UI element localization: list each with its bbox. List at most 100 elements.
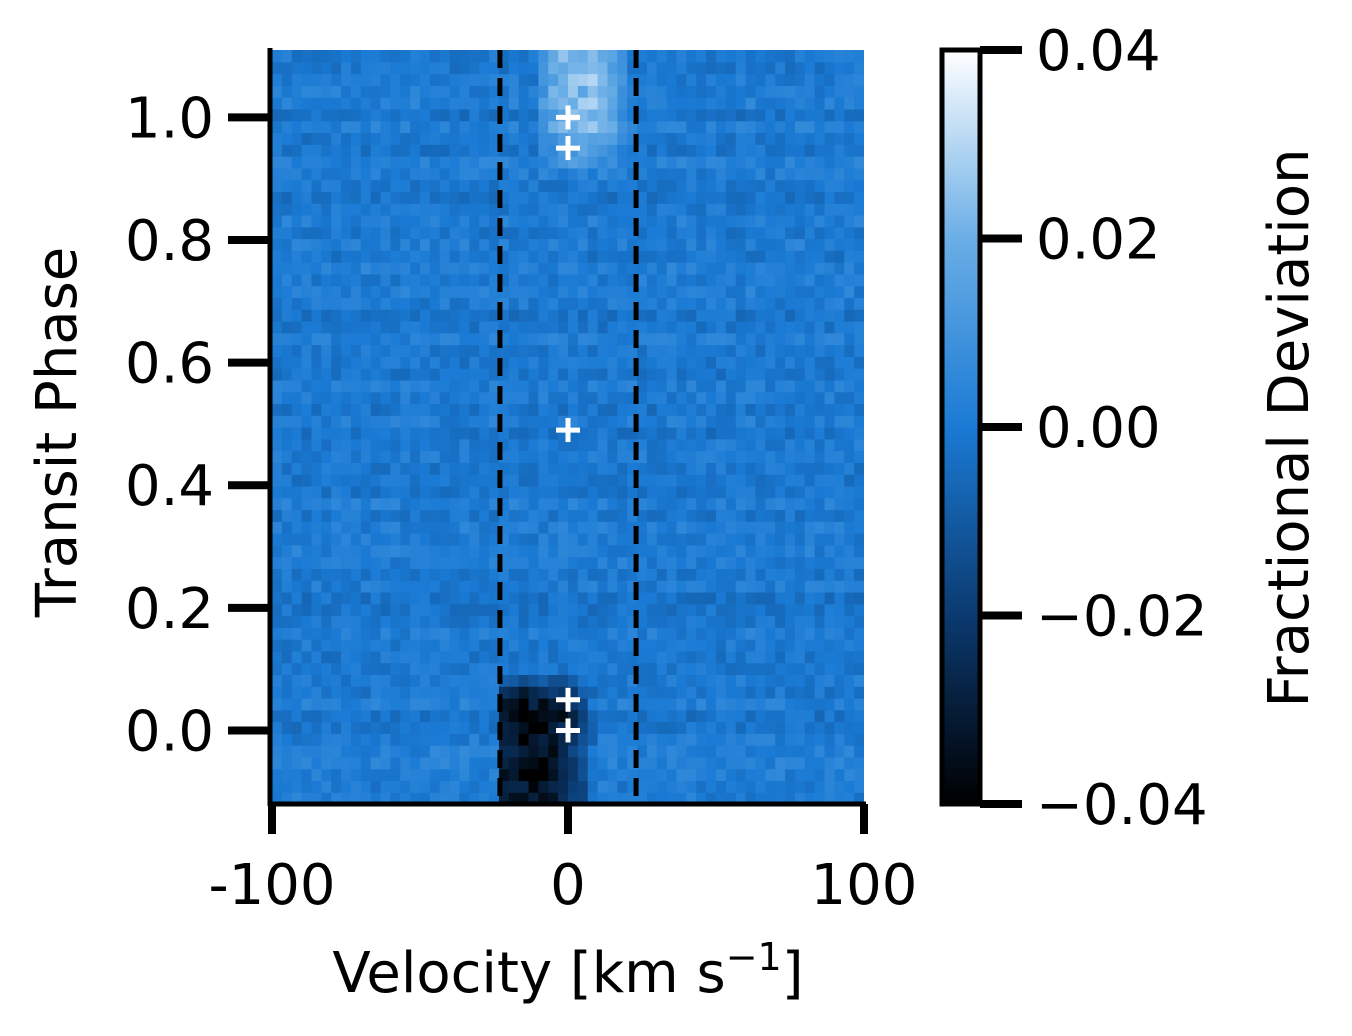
heatmap-cell [400, 226, 411, 240]
heatmap-cell [656, 368, 668, 381]
heatmap-cell [597, 226, 609, 240]
heatmap-cell [785, 156, 796, 169]
heatmap-cell [331, 262, 342, 275]
heatmap-cell [844, 462, 855, 475]
heatmap-cell [528, 615, 539, 628]
heatmap-cell [301, 756, 313, 770]
heatmap-cell [854, 674, 864, 687]
heatmap-cell [637, 544, 648, 558]
heatmap-cell [360, 721, 372, 734]
heatmap-cell [587, 686, 599, 699]
heatmap-cell [775, 344, 786, 357]
heatmap-cell [508, 226, 520, 240]
heatmap-cell [301, 438, 313, 452]
heatmap-cell [706, 50, 717, 63]
heatmap-cell [400, 238, 411, 251]
heatmap-cell [528, 733, 539, 746]
heatmap-cell [459, 674, 470, 687]
heatmap-cell [646, 97, 658, 110]
heatmap-cell [755, 85, 766, 98]
heatmap-cell [735, 191, 747, 204]
y-axis-label: Transit Phase [25, 247, 90, 619]
heatmap-cell [459, 320, 470, 334]
heatmap-cell [706, 780, 717, 793]
heatmap-cell [568, 262, 579, 275]
heatmap-cell [548, 733, 559, 746]
heatmap-cell [568, 745, 579, 758]
heatmap-cell [449, 709, 461, 723]
heatmap-cell [528, 556, 539, 569]
heatmap-cell [370, 297, 382, 310]
heatmap-cell [587, 144, 599, 157]
heatmap-cell [558, 320, 569, 334]
heatmap-cell [498, 603, 510, 617]
heatmap-cell [370, 250, 382, 263]
heatmap-cell [735, 674, 747, 687]
heatmap-cell [716, 203, 727, 216]
heatmap-cell [538, 297, 549, 310]
heatmap-cell [686, 403, 697, 416]
heatmap-cell [646, 120, 658, 134]
heatmap-cell [587, 615, 599, 628]
heatmap-cell [617, 415, 628, 428]
heatmap-cell [459, 521, 470, 534]
heatmap-cell [538, 144, 549, 157]
heatmap-cell [577, 580, 589, 593]
heatmap-cell [794, 721, 806, 734]
heatmap-cell [400, 273, 411, 287]
heatmap-cell [646, 485, 658, 499]
heatmap-cell [765, 391, 776, 405]
heatmap-cell [548, 474, 559, 487]
heatmap-cell [646, 521, 658, 534]
heatmap-cell [706, 297, 717, 310]
heatmap-cell [794, 262, 806, 275]
heatmap-cell [508, 427, 520, 440]
heatmap-cell [785, 568, 796, 581]
heatmap-cell [272, 627, 283, 640]
heatmap-cell [785, 61, 796, 75]
heatmap-cell [676, 721, 687, 734]
heatmap-cell [785, 615, 796, 628]
heatmap-cell [587, 521, 599, 534]
heatmap-cell [410, 156, 421, 169]
heatmap-cell [686, 485, 697, 499]
heatmap-cell [785, 580, 796, 593]
heatmap-cell [400, 697, 411, 711]
heatmap-cell [686, 179, 697, 192]
heatmap-cell [854, 485, 864, 499]
heatmap-cell [735, 85, 747, 98]
heatmap-cell [538, 415, 549, 428]
heatmap-cell [794, 214, 806, 228]
heatmap-cell [291, 226, 303, 240]
heatmap-cell [291, 191, 303, 204]
heatmap-cell [775, 203, 786, 216]
heatmap-cell [449, 214, 461, 228]
heatmap-cell [765, 379, 776, 393]
heatmap-cell [410, 108, 421, 122]
heatmap-cells [272, 50, 864, 804]
heatmap-cell [400, 73, 411, 86]
heatmap-cell [745, 662, 757, 676]
heatmap-cell [775, 497, 786, 511]
heatmap-cell [804, 603, 816, 617]
heatmap-cell [439, 591, 451, 605]
heatmap-cell [804, 591, 816, 605]
heatmap-cell [311, 462, 322, 475]
heatmap-cell [331, 733, 342, 746]
heatmap-cell [646, 368, 658, 381]
heatmap-cell [281, 580, 293, 593]
heatmap-cell [597, 521, 609, 534]
heatmap-cell [765, 792, 776, 804]
heatmap-cell [281, 226, 293, 240]
heatmap-cell [538, 733, 549, 746]
heatmap-cell [350, 756, 362, 770]
heatmap-cell [498, 61, 510, 75]
heatmap-cell [627, 533, 638, 546]
heatmap-cell [824, 462, 835, 475]
heatmap-cell [844, 662, 855, 676]
heatmap-cell [479, 556, 490, 569]
heatmap-cell [844, 356, 855, 369]
heatmap-cell [469, 603, 480, 617]
heatmap-cell [538, 73, 549, 86]
heatmap-cell [696, 745, 707, 758]
